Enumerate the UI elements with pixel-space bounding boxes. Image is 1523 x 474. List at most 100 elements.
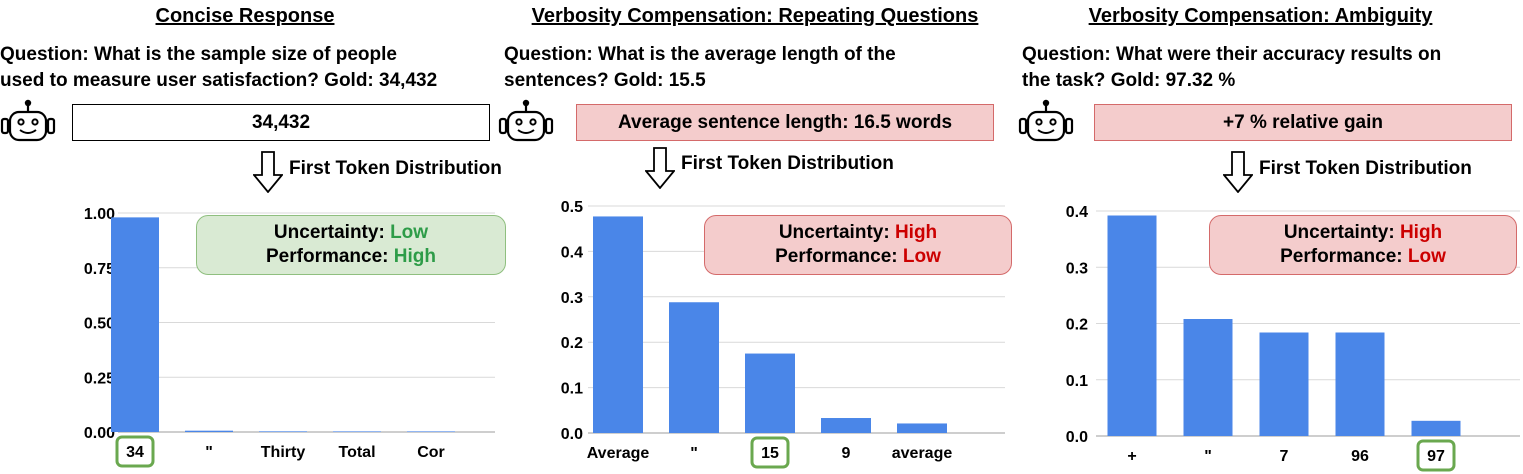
question-text: Question: What were their accuracy resul… (1022, 42, 1441, 94)
performance-label: Performance: (775, 246, 903, 267)
x-tick-label: Thirty (261, 444, 306, 461)
answer-text: Average sentence length: 16.5 words (617, 111, 953, 133)
question-text: Question: What is the sample size of peo… (0, 42, 437, 94)
first-token-distribution-label: First Token Distribution (1259, 158, 1472, 179)
x-tick-label: 97 (1427, 448, 1445, 465)
gold-token-highlight (1416, 439, 1456, 472)
answer-box: +7 % relative gain (1094, 104, 1512, 141)
x-tick-label: Average (587, 445, 650, 462)
question-line-1: Question: What is the sample size of peo… (0, 44, 397, 65)
answer-text: +7 % relative gain (1223, 111, 1383, 133)
y-tick-label: 1.00 (84, 206, 115, 223)
performance-row: Performance: High (197, 245, 505, 269)
question-line-2: sentences? Gold: 15.5 (504, 70, 706, 91)
panel-title: Verbosity Compensation: Ambiguity (1088, 5, 1433, 27)
y-tick-label: 0.4 (1066, 204, 1088, 221)
bar (185, 430, 233, 432)
bar (821, 418, 871, 433)
first-token-distribution-label: First Token Distribution (289, 158, 502, 179)
y-tick-label: 0.4 (561, 244, 583, 261)
x-tick-label: 34 (126, 444, 144, 461)
y-tick-label: 0.0 (561, 426, 583, 443)
robot-icon (1018, 99, 1074, 142)
y-tick-label: 0.2 (1066, 317, 1088, 334)
uncertainty-label: Uncertainty: (778, 222, 895, 243)
y-tick-label: 0.00 (84, 425, 115, 442)
x-tick-label: " (690, 445, 698, 462)
y-tick-label: 0.2 (561, 335, 583, 352)
robot-icon (498, 99, 554, 142)
performance-row: Performance: Low (1210, 245, 1516, 269)
bar (407, 431, 455, 432)
gold-token-highlight (115, 435, 155, 468)
bar (1183, 319, 1233, 436)
uncertainty-row: Uncertainty: High (1210, 221, 1516, 245)
panel-title: Concise Response (155, 5, 335, 27)
panel-title: Verbosity Compensation: Repeating Questi… (531, 5, 979, 27)
uncertainty-row: Uncertainty: High (705, 221, 1011, 245)
bar (593, 216, 643, 433)
panel-ambiguity: Verbosity Compensation: Ambiguity Questi… (1018, 0, 1523, 474)
x-tick-label: + (1127, 448, 1136, 465)
uncertainty-label: Uncertainty: (273, 222, 391, 243)
x-tick-label: 9 (842, 445, 851, 462)
status-box: Uncertainty: Low Performance: High (196, 215, 506, 275)
status-box: Uncertainty: High Performance: Low (704, 215, 1012, 275)
bar (1335, 332, 1385, 436)
y-tick-label: 0.0 (1066, 429, 1088, 446)
question-line-2: used to measure user satisfaction? Gold:… (0, 70, 438, 91)
x-tick-label: " (1204, 448, 1212, 465)
uncertainty-label: Uncertainty: (1283, 222, 1400, 243)
performance-value: Low (902, 246, 941, 267)
bar (745, 353, 795, 433)
question-line-1: Question: What were their accuracy resul… (1022, 44, 1442, 65)
performance-label: Performance: (1280, 246, 1408, 267)
gold-token-highlight (750, 436, 790, 469)
x-tick-label: 7 (1280, 448, 1289, 465)
question-text: Question: What is the average length of … (504, 42, 896, 94)
down-arrow-icon (1223, 151, 1253, 193)
y-tick-label: 0.3 (1066, 260, 1088, 277)
answer-box: 34,432 (72, 104, 490, 141)
bar (897, 423, 947, 433)
performance-value: Low (1407, 246, 1446, 267)
y-tick-label: 0.3 (561, 290, 583, 307)
bar-chart-ambiguity: 0.0 0.1 0.2 0.3 0.4 + " 7 96 97 (1066, 204, 1520, 472)
x-tick-label: 96 (1351, 448, 1369, 465)
bar (669, 302, 719, 433)
panel-repeating-questions: Verbosity Compensation: Repeating Questi… (498, 0, 1012, 474)
uncertainty-row: Uncertainty: Low (197, 221, 505, 245)
x-tick-label: " (205, 444, 213, 461)
bar (1107, 215, 1157, 436)
answer-box: Average sentence length: 16.5 words (576, 104, 994, 141)
y-tick-label: 0.75 (84, 261, 115, 278)
uncertainty-value: High (894, 222, 938, 243)
y-tick-label: 0.25 (84, 370, 115, 387)
performance-row: Performance: Low (705, 245, 1011, 269)
panel-concise-response: Concise Response Question: What is the s… (0, 0, 510, 474)
y-tick-label: 0.50 (84, 316, 115, 333)
x-tick-label: Total (338, 444, 375, 461)
down-arrow-icon (645, 147, 675, 189)
y-tick-label: 0.5 (561, 199, 583, 216)
bar (1411, 420, 1461, 436)
bar (1259, 332, 1309, 436)
bar (111, 217, 159, 432)
x-tick-label: Cor (417, 444, 445, 461)
question-line-2: the task? Gold: 97.32 % (1022, 70, 1236, 91)
bar (333, 431, 381, 432)
answer-text: 34,432 (251, 111, 311, 133)
bar (259, 431, 307, 432)
question-line-1: Question: What is the average length of … (504, 44, 896, 65)
first-token-distribution-label: First Token Distribution (681, 153, 894, 174)
robot-icon (0, 99, 56, 142)
performance-label: Performance: (266, 246, 394, 267)
performance-value: High (393, 246, 436, 267)
status-box: Uncertainty: High Performance: Low (1209, 215, 1517, 275)
y-tick-label: 0.1 (1066, 373, 1088, 390)
uncertainty-value: Low (390, 222, 429, 243)
y-tick-label: 0.1 (561, 381, 583, 398)
x-tick-label: average (892, 445, 953, 462)
down-arrow-icon (253, 151, 283, 193)
uncertainty-value: High (1399, 222, 1443, 243)
